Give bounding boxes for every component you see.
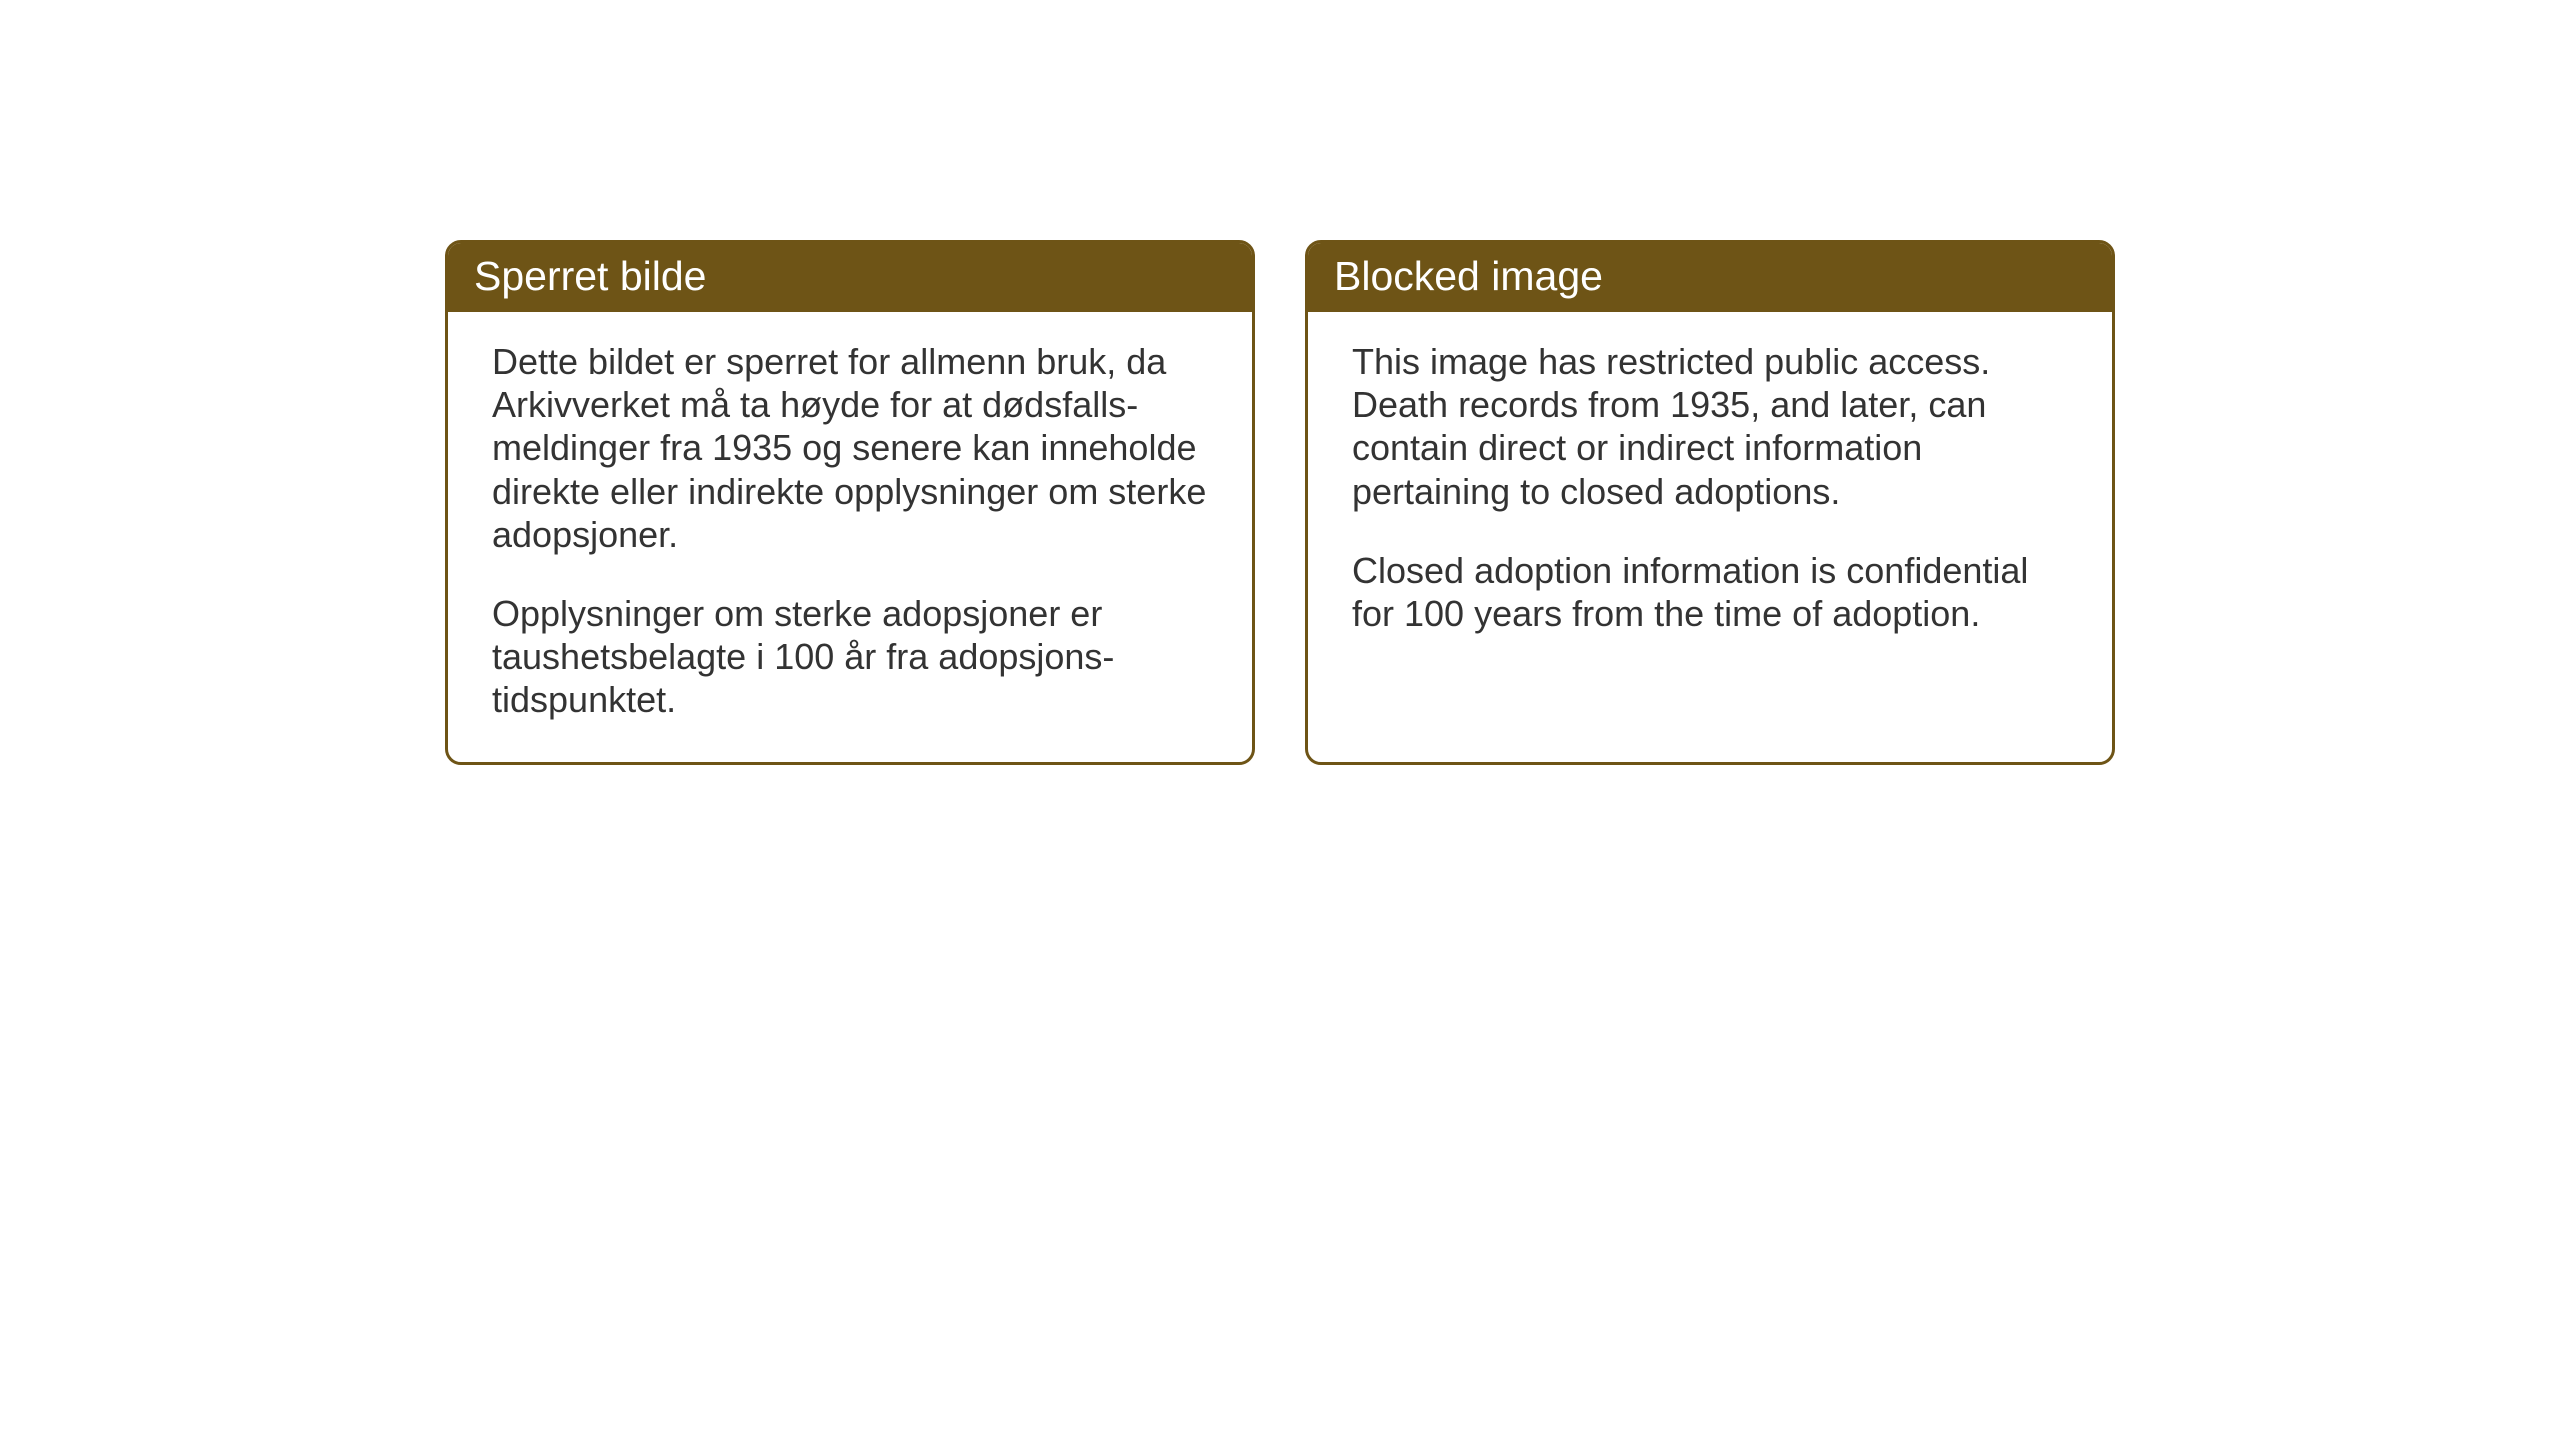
norwegian-notice-title: Sperret bilde: [448, 243, 1252, 312]
norwegian-notice-body: Dette bildet er sperret for allmenn bruk…: [448, 312, 1252, 762]
english-notice-box: Blocked image This image has restricted …: [1305, 240, 2115, 765]
english-paragraph-2: Closed adoption information is confident…: [1352, 549, 2068, 635]
english-notice-title: Blocked image: [1308, 243, 2112, 312]
english-notice-body: This image has restricted public access.…: [1308, 312, 2112, 712]
english-paragraph-1: This image has restricted public access.…: [1352, 340, 2068, 513]
notice-container: Sperret bilde Dette bildet er sperret fo…: [445, 240, 2115, 765]
norwegian-paragraph-1: Dette bildet er sperret for allmenn bruk…: [492, 340, 1208, 556]
norwegian-paragraph-2: Opplysninger om sterke adopsjoner er tau…: [492, 592, 1208, 722]
norwegian-notice-box: Sperret bilde Dette bildet er sperret fo…: [445, 240, 1255, 765]
